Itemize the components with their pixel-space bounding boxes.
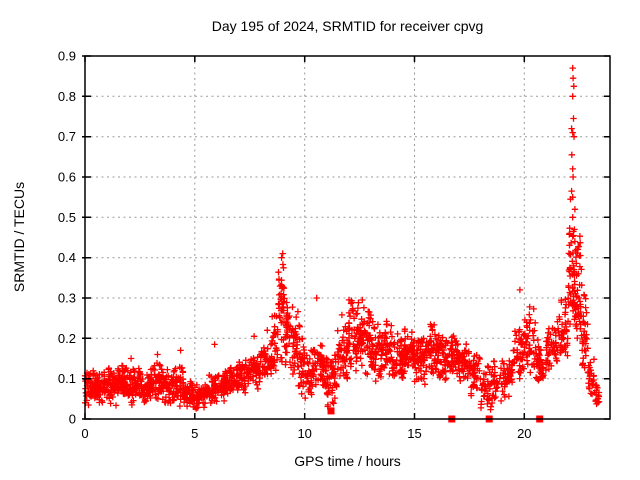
x-tick-label: 15: [407, 426, 421, 441]
y-tick-label: 0.5: [58, 210, 76, 225]
y-tick-label: 0.2: [58, 331, 76, 346]
x-tick-label: 20: [517, 426, 531, 441]
x-tick-label: 5: [191, 426, 198, 441]
x-axis-label: GPS time / hours: [294, 453, 401, 469]
y-tick-label: 0.3: [58, 291, 76, 306]
x-tick-label: 10: [297, 426, 311, 441]
y-tick-label: 0.1: [58, 371, 76, 386]
flagged-square-marker: [327, 407, 335, 415]
srmtid-plus-markers: [81, 64, 603, 413]
grid-lines: [85, 56, 610, 419]
y-tick-label: 0: [69, 412, 76, 427]
y-tick-label: 0.8: [58, 89, 76, 104]
y-tick-label: 0.7: [58, 129, 76, 144]
y-axis-label: SRMTID / TECUs: [11, 181, 27, 293]
y-tick-label: 0.4: [58, 250, 76, 265]
axis-ticks: [82, 55, 610, 420]
plot-border: [84, 55, 611, 420]
y-tick-label: 0.9: [58, 49, 76, 64]
y-tick-label: 0.6: [58, 170, 76, 185]
chart-title: Day 195 of 2024, SRMTID for receiver cpv…: [211, 18, 484, 34]
x-tick-label: 0: [81, 426, 88, 441]
